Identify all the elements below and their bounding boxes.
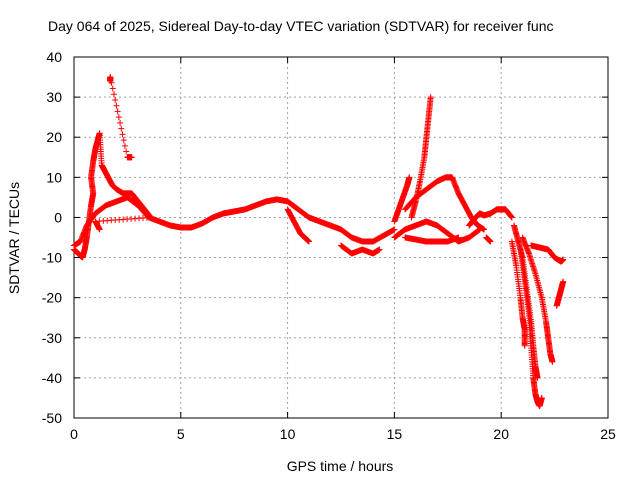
series-t11-drop bbox=[284, 206, 312, 245]
data-point bbox=[112, 96, 119, 103]
y-tick-label: 20 bbox=[46, 129, 62, 145]
series-t21-drop-a bbox=[508, 238, 528, 349]
series-t22-tail bbox=[519, 234, 556, 365]
data-point bbox=[305, 238, 312, 245]
chart-title: Day 064 of 2025, Sidereal Day-to-day VTE… bbox=[48, 18, 554, 34]
series-t22-right bbox=[528, 242, 567, 265]
data-point bbox=[108, 79, 115, 86]
data-point bbox=[96, 226, 103, 233]
series-early-spread bbox=[71, 130, 154, 261]
x-tick-label: 5 bbox=[177, 426, 185, 442]
axis-ticks: 0 5 10 15 20 25 -50 -40 -30 -20 -10 0 10 20 30 40 bbox=[42, 49, 616, 442]
data-point bbox=[487, 238, 494, 245]
x-tick-label: 15 bbox=[387, 426, 403, 442]
series-t19-cluster bbox=[466, 206, 515, 229]
data-point bbox=[128, 154, 135, 161]
data-point bbox=[391, 226, 398, 233]
data-point bbox=[476, 227, 483, 234]
data-point bbox=[110, 91, 117, 98]
grid bbox=[74, 57, 608, 418]
plot-frame bbox=[73, 56, 609, 419]
data-point bbox=[113, 102, 120, 109]
data-point bbox=[114, 108, 121, 115]
x-tick-label: 20 bbox=[493, 426, 509, 442]
data-point bbox=[115, 114, 122, 121]
y-tick-label: -20 bbox=[42, 290, 62, 306]
y-tick-label: -40 bbox=[42, 370, 62, 386]
x-tick-label: 25 bbox=[600, 426, 616, 442]
series-t15-upper bbox=[391, 174, 413, 225]
data-point bbox=[560, 256, 567, 263]
data-point bbox=[119, 131, 126, 138]
y-tick-label: -50 bbox=[42, 410, 62, 426]
data-point bbox=[120, 137, 127, 144]
x-tick-label: 0 bbox=[70, 426, 78, 442]
y-tick-label: 0 bbox=[54, 209, 62, 225]
data-point bbox=[376, 246, 383, 253]
data-point bbox=[109, 85, 116, 92]
x-axis-label: GPS time / hours bbox=[287, 458, 394, 474]
y-tick-label: 30 bbox=[46, 89, 62, 105]
series-t22-deep bbox=[517, 246, 545, 409]
data-point bbox=[549, 358, 556, 365]
y-tick-label: 10 bbox=[46, 169, 62, 185]
data-point bbox=[117, 119, 124, 126]
series-t17-rise bbox=[391, 218, 483, 245]
series-t22-end bbox=[553, 278, 567, 309]
data-point bbox=[406, 174, 413, 181]
series-outliers bbox=[107, 74, 135, 161]
data-point bbox=[521, 342, 528, 349]
data-point bbox=[121, 142, 128, 149]
y-tick-label: -10 bbox=[42, 250, 62, 266]
series-t16-arc bbox=[402, 174, 488, 233]
data-point bbox=[427, 94, 434, 101]
y-axis-label: SDTVAR / TECUs bbox=[6, 182, 22, 294]
y-tick-label: -30 bbox=[42, 330, 62, 346]
series-t19-low bbox=[483, 234, 494, 245]
data-point bbox=[508, 214, 515, 221]
x-tick-label: 10 bbox=[280, 426, 296, 442]
data-point bbox=[538, 394, 545, 401]
data-marks bbox=[71, 74, 567, 409]
data-point bbox=[118, 125, 125, 132]
data-point bbox=[107, 74, 114, 81]
data-point bbox=[123, 148, 130, 155]
series-t13-dip bbox=[338, 242, 383, 257]
data-point bbox=[560, 278, 567, 285]
y-tick-label: 40 bbox=[46, 49, 62, 65]
data-point bbox=[476, 226, 483, 233]
